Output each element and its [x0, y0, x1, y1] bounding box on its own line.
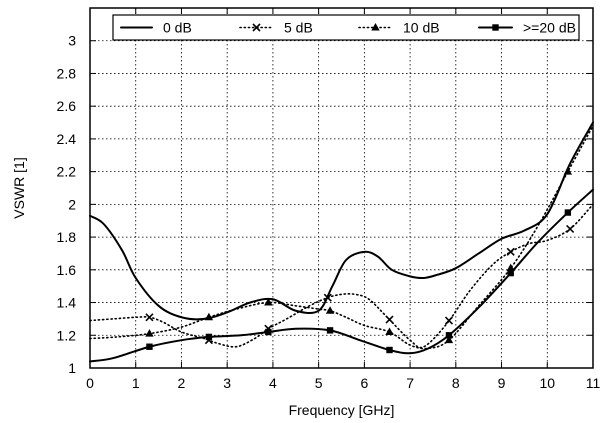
series-3-marker [325, 306, 335, 314]
legend-marker-2 [252, 23, 261, 32]
series-3-marker [145, 329, 154, 337]
x-tick-label: 5 [315, 375, 323, 391]
series-2-marker [566, 224, 575, 233]
series-line-2 [89, 203, 594, 349]
y-tick-label: 1.6 [57, 262, 77, 278]
series-3-marker [385, 327, 394, 335]
x-tick-label: 1 [132, 375, 140, 391]
series-layer [89, 121, 594, 363]
x-tick-label: 8 [452, 375, 460, 391]
series-2-marker [506, 247, 515, 256]
series-2-marker [323, 293, 332, 302]
x-tick-label: 11 [586, 375, 601, 391]
x-tick-label: 6 [360, 375, 368, 391]
plot-frame [89, 7, 594, 369]
series-line-1 [89, 121, 594, 321]
y-tick-label: 1.8 [57, 229, 77, 245]
series-4-marker [445, 332, 453, 339]
series-2-marker [385, 315, 394, 324]
x-axis-label: Frequency [GHz] [289, 402, 395, 418]
y-tick-label: 2.4 [57, 131, 77, 147]
y-tick-label: 2.6 [57, 98, 77, 114]
series-4-marker [386, 346, 393, 354]
legend: 0 dB 5 dB 10 dB >=20 dB [112, 14, 580, 41]
legend-label-4: >=20 dB [523, 20, 576, 36]
x-tick-label: 4 [269, 375, 277, 391]
series-4-marker [205, 333, 213, 341]
series-3-marker [264, 298, 273, 306]
x-tick-label: 0 [86, 375, 94, 391]
y-tick-label: 1.2 [57, 327, 77, 343]
grid [90, 8, 593, 368]
series-4-marker [564, 209, 572, 216]
series-4-marker [146, 343, 153, 350]
x-tick-label: 3 [223, 375, 231, 391]
y-axis-label: VSWR [1] [11, 157, 27, 218]
x-tick-label: 2 [178, 375, 186, 391]
y-tick-label: 2.2 [57, 164, 77, 180]
series-line-3 [89, 125, 594, 350]
y-tick-label: 1.4 [57, 295, 77, 311]
series-2-marker [444, 316, 454, 325]
series-3-marker [204, 312, 214, 321]
ticks: 0 1 2 3 4 5 6 7 8 9 10 1111.21.41.61.822.22.42.62.8… [57, 8, 601, 391]
x-tick-label: 9 [498, 375, 506, 391]
series-line-4 [89, 188, 594, 363]
x-tick-label: 10 [539, 375, 555, 391]
legend-marker-3 [371, 23, 380, 31]
y-tick-label: 3 [68, 33, 76, 49]
x-tick-label: 7 [406, 375, 414, 391]
series-3-marker [444, 335, 454, 344]
series-4-marker [507, 269, 514, 277]
series-3-marker [563, 167, 573, 175]
legend-marker-4 [492, 24, 499, 31]
legend-label-1: 0 dB [163, 20, 192, 36]
legend-label-2: 5 dB [284, 20, 313, 36]
y-tick-label: 2 [68, 196, 76, 212]
series-2-marker [145, 313, 154, 322]
y-tick-label: 2.8 [57, 65, 77, 81]
series-4-marker [326, 327, 334, 334]
series-4-marker [265, 328, 272, 336]
y-tick-label: 1 [68, 360, 76, 376]
legend-label-3: 10 dB [403, 20, 440, 36]
